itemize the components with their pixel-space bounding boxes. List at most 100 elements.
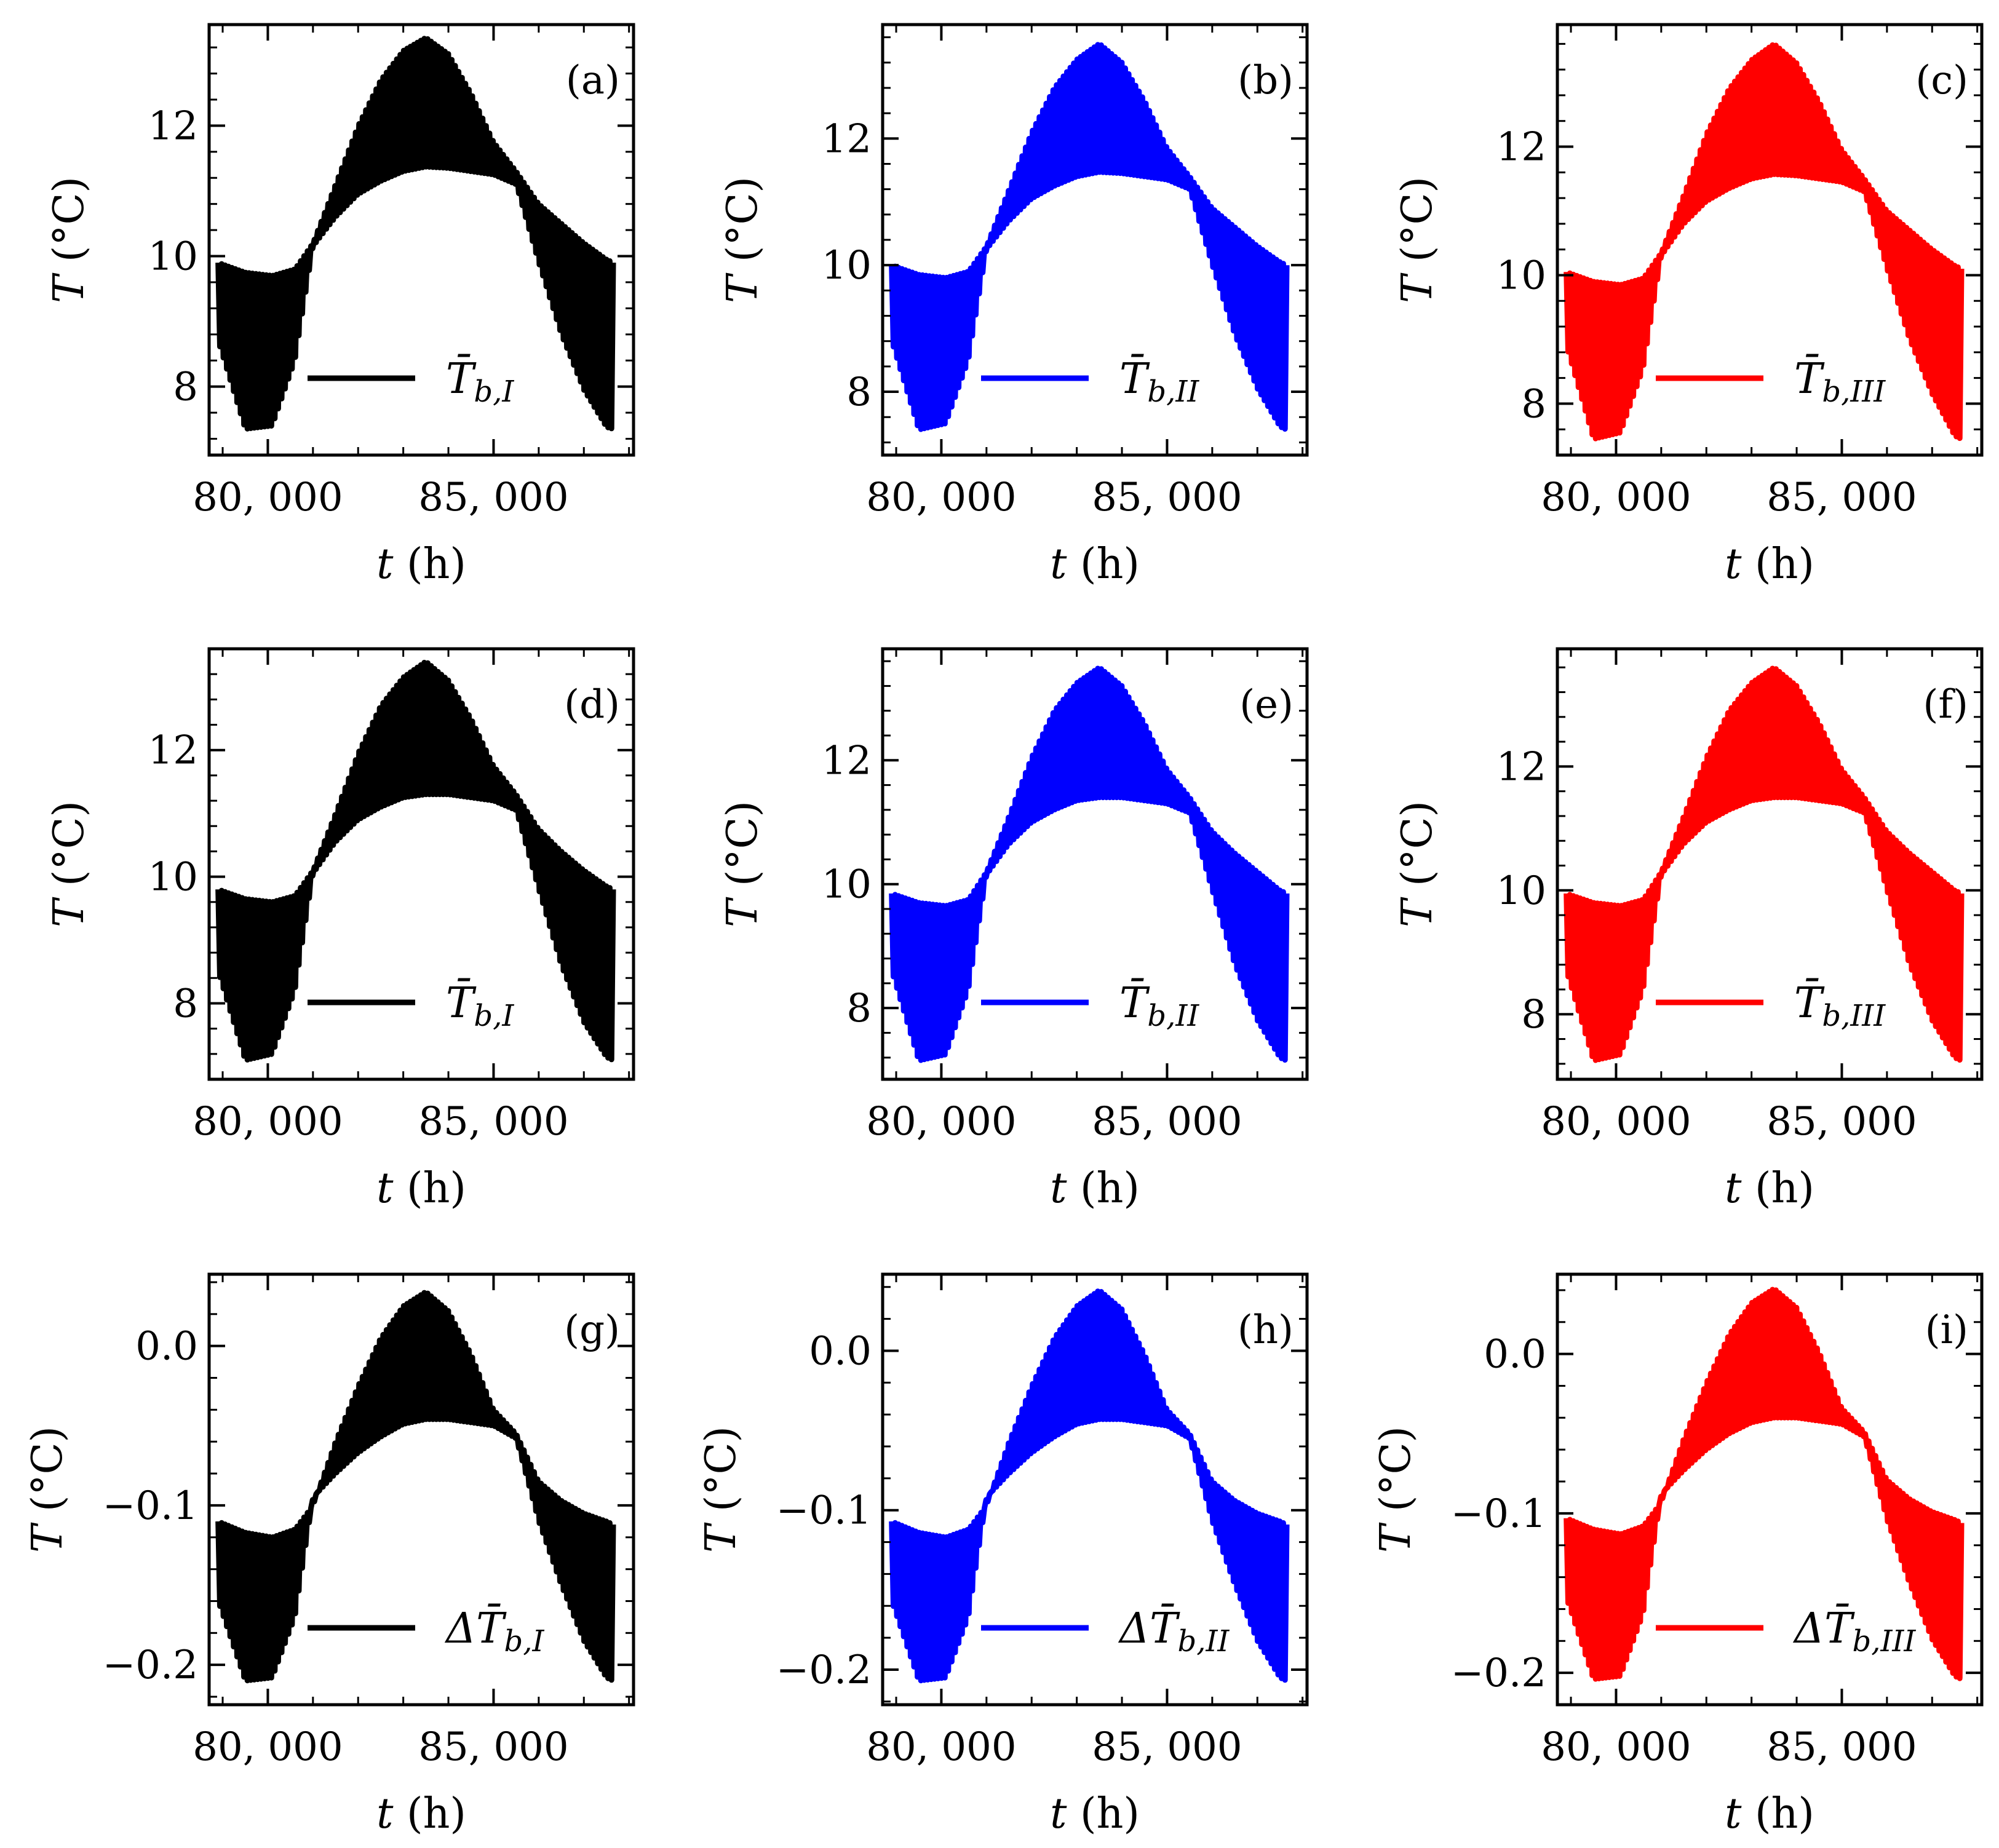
y-tick-label: 10: [822, 862, 872, 908]
x-tick-label: 85, 000: [1767, 1724, 1917, 1770]
series-group: [1564, 665, 1965, 1063]
x-axis-label: t (h): [376, 1164, 466, 1213]
y-tick-label: 12: [1496, 125, 1546, 170]
x-axis-label: t (h): [1725, 540, 1814, 589]
legend-label: T̄b,I: [446, 355, 514, 409]
axes-frame: [207, 1272, 635, 1707]
series-group: [1564, 1287, 1965, 1682]
y-tick-label: 8: [846, 370, 872, 415]
y-axis-label: T (°C): [23, 1426, 72, 1553]
panel-g: −0.2 −0.1 0.0 80, 000 85, 000 (g) ΔT̄b,I t (h) T…: [23, 1272, 635, 1838]
series-group: [889, 665, 1290, 1063]
y-tick-label: 8: [1521, 381, 1546, 427]
panel-label: (c): [1915, 58, 1968, 103]
legend: ΔT̄b,III: [1656, 1604, 1916, 1659]
y-axis-label: T (°C): [45, 176, 93, 303]
x-tick-label: 85, 000: [1767, 1099, 1917, 1144]
panel-label: (b): [1238, 58, 1294, 103]
panel-label: (d): [564, 682, 620, 728]
legend-label: T̄b,III: [1794, 979, 1886, 1033]
y-axis-label: T (°C): [45, 801, 93, 927]
y-tick-label: −0.2: [776, 1648, 872, 1693]
x-tick-label: 80, 000: [193, 475, 343, 520]
panel-e: 8 10 12 80, 000 85, 000 (e) T̄b,II t (h) T (°C): [718, 647, 1309, 1213]
x-tick-label: 85, 000: [1092, 1724, 1242, 1770]
panel-a: 8 10 12 80, 000 85, 000 (a) T̄b,I t (h) T (°C): [45, 23, 635, 589]
series-line: [215, 659, 616, 1063]
y-tick-label: 10: [148, 855, 198, 900]
y-tick-label: 8: [1521, 992, 1546, 1037]
series-line: [215, 1290, 616, 1684]
x-tick-label: 80, 000: [866, 1099, 1016, 1144]
series-line: [889, 665, 1290, 1063]
axes-frame: [207, 23, 635, 457]
axes-frame: [1556, 647, 1984, 1081]
x-axis-label: t (h): [376, 1790, 466, 1838]
x-tick-label: 85, 000: [418, 1724, 568, 1770]
panel-label: (i): [1925, 1307, 1968, 1353]
y-tick-label: 10: [822, 243, 872, 288]
x-axis-label: t (h): [1050, 1164, 1140, 1213]
series-group: [215, 1290, 616, 1684]
y-tick-label: −0.2: [103, 1643, 198, 1688]
panel-b: 8 10 12 80, 000 85, 000 (b) T̄b,II t (h) T (°C): [718, 23, 1309, 589]
series-line: [889, 1288, 1290, 1684]
panel-i: −0.2 −0.1 0.0 80, 000 85, 000 (i) ΔT̄b,III t (h…: [1372, 1272, 1984, 1838]
y-axis-label: T (°C): [697, 1426, 745, 1553]
axes-frame: [881, 1272, 1309, 1707]
series-group: [889, 1288, 1290, 1684]
ticks: [883, 1274, 1307, 1705]
y-tick-label: 8: [846, 986, 872, 1031]
y-tick-label: 12: [148, 728, 198, 774]
y-tick-label: 0.0: [135, 1324, 198, 1370]
series-line: [215, 36, 616, 432]
legend-label: T̄b,I: [446, 979, 514, 1033]
x-tick-label: 80, 000: [1541, 1724, 1691, 1770]
x-tick-label: 80, 000: [1541, 1099, 1691, 1144]
x-axis-label: t (h): [376, 540, 466, 589]
x-axis-label: t (h): [1725, 1164, 1814, 1213]
legend: ΔT̄b,I: [308, 1604, 544, 1659]
y-tick-label: 0.0: [1484, 1332, 1546, 1378]
x-tick-label: 80, 000: [1541, 475, 1691, 520]
legend: T̄b,III: [1656, 355, 1886, 409]
panel-label: (a): [566, 58, 620, 103]
legend: T̄b,I: [308, 979, 514, 1033]
y-tick-label: −0.1: [103, 1483, 198, 1529]
panel-h: −0.2 −0.1 0.0 80, 000 85, 000 (h) ΔT̄b,II t (h)…: [697, 1272, 1309, 1838]
legend: T̄b,II: [981, 355, 1199, 409]
axes-frame: [881, 23, 1309, 457]
axes-frame: [207, 647, 635, 1081]
x-tick-label: 80, 000: [193, 1724, 343, 1770]
x-tick-label: 80, 000: [193, 1099, 343, 1144]
y-axis-label: T (°C): [718, 176, 767, 303]
series-group: [215, 659, 616, 1063]
panel-f: 8 10 12 80, 000 85, 000 (f) T̄b,III t (h) T (°C): [1393, 647, 1984, 1213]
axes-frame: [1556, 1272, 1984, 1707]
series-group: [215, 36, 616, 432]
series-line: [1564, 665, 1965, 1063]
y-tick-label: 0.0: [809, 1328, 872, 1374]
panel-d: 8 10 12 80, 000 85, 000 (d) T̄b,I t (h) T (°C): [45, 647, 635, 1213]
x-tick-label: 85, 000: [1767, 475, 1917, 520]
series-group: [889, 42, 1290, 432]
series-group: [1564, 42, 1965, 442]
legend-label: ΔT̄b,II: [1118, 1604, 1230, 1659]
legend-label: ΔT̄b,III: [1792, 1604, 1916, 1659]
y-tick-label: 10: [148, 234, 198, 280]
series-line: [889, 42, 1290, 432]
y-axis-label: T (°C): [1393, 801, 1442, 927]
x-tick-label: 85, 000: [1092, 1099, 1242, 1144]
y-tick-label: 12: [1496, 744, 1546, 790]
y-tick-label: 12: [148, 103, 198, 149]
series-line: [1564, 42, 1965, 442]
panel-label: (h): [1238, 1307, 1294, 1353]
y-tick-label: 10: [1496, 868, 1546, 914]
axes-frame: [881, 647, 1309, 1081]
legend-label: ΔT̄b,I: [444, 1604, 544, 1659]
y-tick-label: 8: [173, 981, 198, 1026]
x-tick-label: 85, 000: [418, 1099, 568, 1144]
legend-label: T̄b,II: [1119, 979, 1199, 1033]
x-tick-label: 80, 000: [866, 475, 1016, 520]
legend-label: T̄b,II: [1119, 355, 1199, 409]
